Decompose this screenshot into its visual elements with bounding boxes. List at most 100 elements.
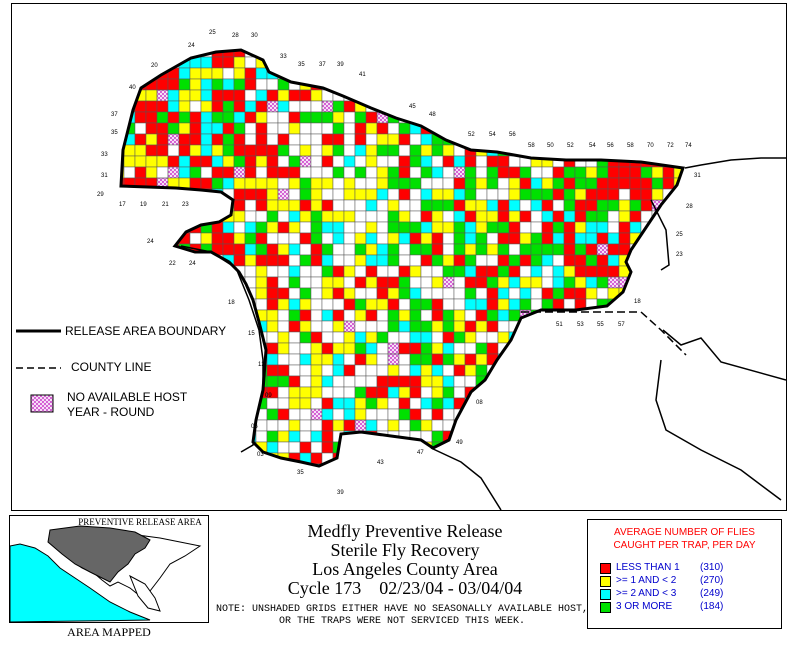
grid-cell <box>673 441 683 454</box>
grid-cell <box>134 452 147 465</box>
grid-cell <box>343 320 356 333</box>
grid-cell <box>288 89 301 102</box>
grid-cell <box>189 78 202 91</box>
grid-cell <box>398 232 411 245</box>
grid-cell <box>409 265 422 278</box>
grid-cell <box>662 397 675 410</box>
grid-cell <box>354 320 367 333</box>
grid-cell <box>442 221 455 234</box>
grid-cell <box>200 375 213 388</box>
grid-cell <box>332 463 345 466</box>
grid-cell <box>387 254 400 267</box>
grid-cell <box>299 133 312 146</box>
grid-cell <box>376 265 389 278</box>
grid-cell <box>244 56 257 69</box>
grid-cell <box>299 155 312 168</box>
grid-cell <box>189 122 202 135</box>
grid-cell <box>420 188 433 201</box>
grid-cell <box>563 353 576 366</box>
grid-cell <box>442 67 455 80</box>
grid-cell <box>244 375 257 388</box>
grid-cell <box>145 166 158 179</box>
grid-cell <box>596 419 609 432</box>
grid-cell <box>497 309 510 322</box>
grid-cell <box>387 232 400 245</box>
grid-cell <box>541 408 554 421</box>
grid-cell <box>244 133 257 146</box>
grid-cell <box>167 50 180 58</box>
grid-cell <box>475 364 488 377</box>
grid-cell <box>211 111 224 124</box>
grid-cell <box>497 375 510 388</box>
grid-cell <box>211 364 224 377</box>
grid-cell <box>299 419 312 432</box>
grid-cell <box>266 309 279 322</box>
grid-cell <box>332 353 345 366</box>
grid-cell <box>233 386 246 399</box>
grid-cell <box>311 475 322 486</box>
grid-cell <box>233 452 246 465</box>
grid-cell <box>256 475 267 486</box>
grid-cell <box>662 78 675 91</box>
grid-cell <box>255 144 268 157</box>
grid-cell <box>564 475 575 486</box>
grid-cell <box>629 210 642 223</box>
grid-cell <box>508 177 521 190</box>
grid-cell <box>431 254 444 267</box>
grid-cell <box>123 221 136 234</box>
grid-cell <box>354 144 367 157</box>
grid-label: 56 <box>509 132 516 138</box>
grid-cell <box>354 221 367 234</box>
grid-cell <box>497 265 510 278</box>
grid-cell <box>552 287 565 300</box>
grid-cell <box>189 386 202 399</box>
grid-cell <box>475 78 488 91</box>
grid-cell <box>409 232 422 245</box>
grid-cell <box>563 375 576 388</box>
grid-cell <box>145 210 158 223</box>
grid-cell <box>519 50 532 58</box>
grid-cell <box>486 111 499 124</box>
grid-cell <box>310 265 323 278</box>
grid-cell <box>519 430 532 443</box>
nohost-legend-swatch <box>30 394 54 413</box>
grid-cell <box>156 342 169 355</box>
grid-cell <box>519 375 532 388</box>
grid-cell <box>343 331 356 344</box>
grid-cell <box>222 265 235 278</box>
grid-cell <box>453 353 466 366</box>
grid-cell <box>255 265 268 278</box>
grid-cell <box>486 188 499 201</box>
grid-cell <box>442 353 455 366</box>
grid-cell <box>442 89 455 102</box>
grid-cell <box>332 408 345 421</box>
grid-cell <box>618 232 631 245</box>
grid-cell <box>640 441 653 454</box>
grid-cell <box>530 199 543 212</box>
grid-cell <box>497 419 510 432</box>
grid-cell <box>530 375 543 388</box>
grid-cell <box>629 276 642 289</box>
grid-cell <box>299 298 312 311</box>
grid-cell <box>475 430 488 443</box>
grid-cell <box>530 100 543 113</box>
grid-cell <box>266 188 279 201</box>
grid-cell <box>332 166 345 179</box>
grid-cell <box>530 89 543 102</box>
grid-cell <box>508 188 521 201</box>
key-row-yellow: >= 1 AND < 2 (270) <box>600 575 723 587</box>
grid-cell <box>619 486 630 497</box>
grid-cell <box>387 408 400 421</box>
grid-cell <box>332 67 345 80</box>
grid-cell <box>278 475 289 486</box>
grid-cell <box>552 276 565 289</box>
grid-cell <box>486 419 499 432</box>
grid-cell <box>586 486 597 497</box>
grid-cell <box>574 89 587 102</box>
grid-cell <box>266 144 279 157</box>
grid-cell <box>255 67 268 80</box>
grid-cell <box>574 188 587 201</box>
grid-cell <box>189 441 202 454</box>
grid-cell <box>387 122 400 135</box>
grid-cell <box>343 155 356 168</box>
